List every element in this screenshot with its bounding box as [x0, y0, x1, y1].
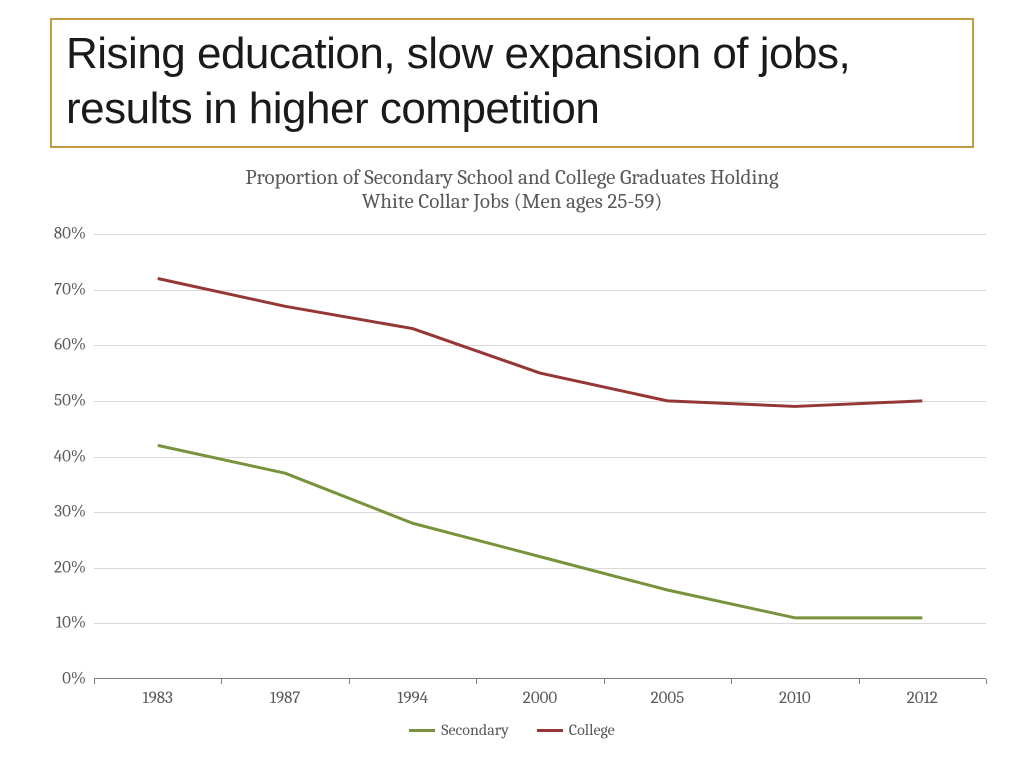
chart-title: Proportion of Secondary School and Colle…	[0, 166, 1024, 214]
chart-plot-area: 0%10%20%30%40%50%60%70%80%19831987199420…	[94, 234, 986, 679]
chart-legend: Secondary College	[0, 721, 1024, 739]
legend-label: Secondary	[441, 721, 509, 739]
legend-label: College	[569, 721, 615, 739]
y-tick-label: 60%	[54, 336, 86, 355]
y-tick-label: 50%	[54, 391, 86, 410]
y-tick-label: 10%	[56, 614, 86, 633]
x-tick-mark	[604, 679, 605, 684]
y-tick-label: 30%	[54, 503, 86, 522]
legend-item-college: College	[537, 721, 615, 739]
x-tick-label: 1987	[270, 689, 301, 708]
series-line-college	[158, 279, 923, 407]
chart-title-line1: Proportion of Secondary School and Colle…	[0, 166, 1024, 190]
x-tick-mark	[986, 679, 987, 684]
legend-swatch	[409, 729, 435, 732]
x-tick-label: 2000	[523, 689, 557, 708]
y-tick-label: 70%	[54, 280, 86, 299]
x-tick-mark	[731, 679, 732, 684]
chart-title-line2: White Collar Jobs (Men ages 25-59)	[0, 190, 1024, 214]
x-tick-mark	[94, 679, 95, 684]
slide-title-container: Rising education, slow expansion of jobs…	[50, 18, 974, 148]
y-tick-label: 40%	[54, 447, 86, 466]
x-tick-label: 1994	[397, 689, 428, 708]
x-tick-label: 2012	[907, 689, 938, 708]
x-tick-mark	[859, 679, 860, 684]
x-tick-mark	[349, 679, 350, 684]
x-tick-label: 2010	[779, 689, 811, 708]
x-tick-label: 1983	[143, 689, 173, 708]
x-tick-mark	[476, 679, 477, 684]
legend-item-secondary: Secondary	[409, 721, 509, 739]
y-tick-label: 0%	[62, 670, 86, 689]
y-tick-label: 80%	[54, 225, 86, 244]
chart-lines	[94, 234, 986, 679]
legend-swatch	[537, 729, 563, 732]
y-tick-label: 20%	[54, 558, 86, 577]
x-tick-mark	[221, 679, 222, 684]
x-tick-label: 2005	[651, 689, 685, 708]
series-line-secondary	[158, 445, 923, 617]
slide-title: Rising education, slow expansion of jobs…	[66, 26, 958, 136]
